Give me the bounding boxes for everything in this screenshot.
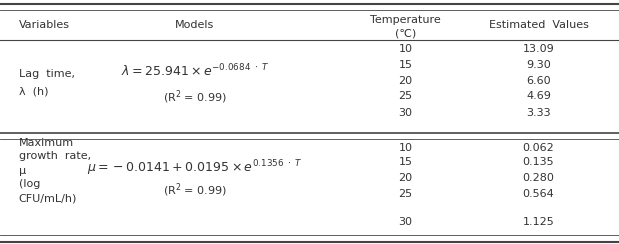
Text: Temperature: Temperature [370, 15, 441, 24]
Text: 15: 15 [399, 157, 412, 167]
Text: 25: 25 [399, 92, 412, 101]
Text: (℃): (℃) [395, 29, 416, 39]
Text: 10: 10 [399, 44, 412, 54]
Text: 30: 30 [399, 217, 412, 227]
Text: Lag  time,: Lag time, [19, 70, 74, 79]
Text: λ  (h): λ (h) [19, 87, 48, 96]
Text: Maximum: Maximum [19, 138, 74, 148]
Text: μ: μ [19, 166, 26, 176]
Text: 0.564: 0.564 [522, 189, 555, 199]
Text: (R$^{2}$ = 0.99): (R$^{2}$ = 0.99) [163, 89, 227, 106]
Text: 0.135: 0.135 [522, 157, 555, 167]
Text: 20: 20 [399, 76, 412, 85]
Text: growth  rate,: growth rate, [19, 151, 91, 161]
Text: 25: 25 [399, 189, 412, 199]
Text: $\lambda = 25.941 \times e^{-0.0684\ \cdot\ T}$: $\lambda = 25.941 \times e^{-0.0684\ \cd… [121, 62, 269, 79]
Text: 20: 20 [399, 173, 412, 183]
Text: (R$^{2}$ = 0.99): (R$^{2}$ = 0.99) [163, 182, 227, 199]
Text: CFU/mL/h): CFU/mL/h) [19, 194, 77, 204]
Text: Estimated  Values: Estimated Values [488, 20, 589, 30]
Text: 0.280: 0.280 [522, 173, 555, 183]
Text: (log: (log [19, 179, 40, 189]
Text: 9.30: 9.30 [526, 60, 551, 70]
Text: 10: 10 [399, 143, 412, 152]
Text: 6.60: 6.60 [526, 76, 551, 85]
Text: Variables: Variables [19, 20, 69, 30]
Text: 3.33: 3.33 [526, 109, 551, 118]
Text: Models: Models [175, 20, 215, 30]
Text: $\mu = -0.0141 + 0.0195 \times e^{0.1356\ \cdot\ T}$: $\mu = -0.0141 + 0.0195 \times e^{0.1356… [87, 159, 303, 178]
Text: 30: 30 [399, 109, 412, 118]
Text: 15: 15 [399, 60, 412, 70]
Text: 1.125: 1.125 [522, 217, 555, 227]
Text: 13.09: 13.09 [522, 44, 555, 54]
Text: 0.062: 0.062 [522, 143, 555, 152]
Text: 4.69: 4.69 [526, 92, 551, 101]
